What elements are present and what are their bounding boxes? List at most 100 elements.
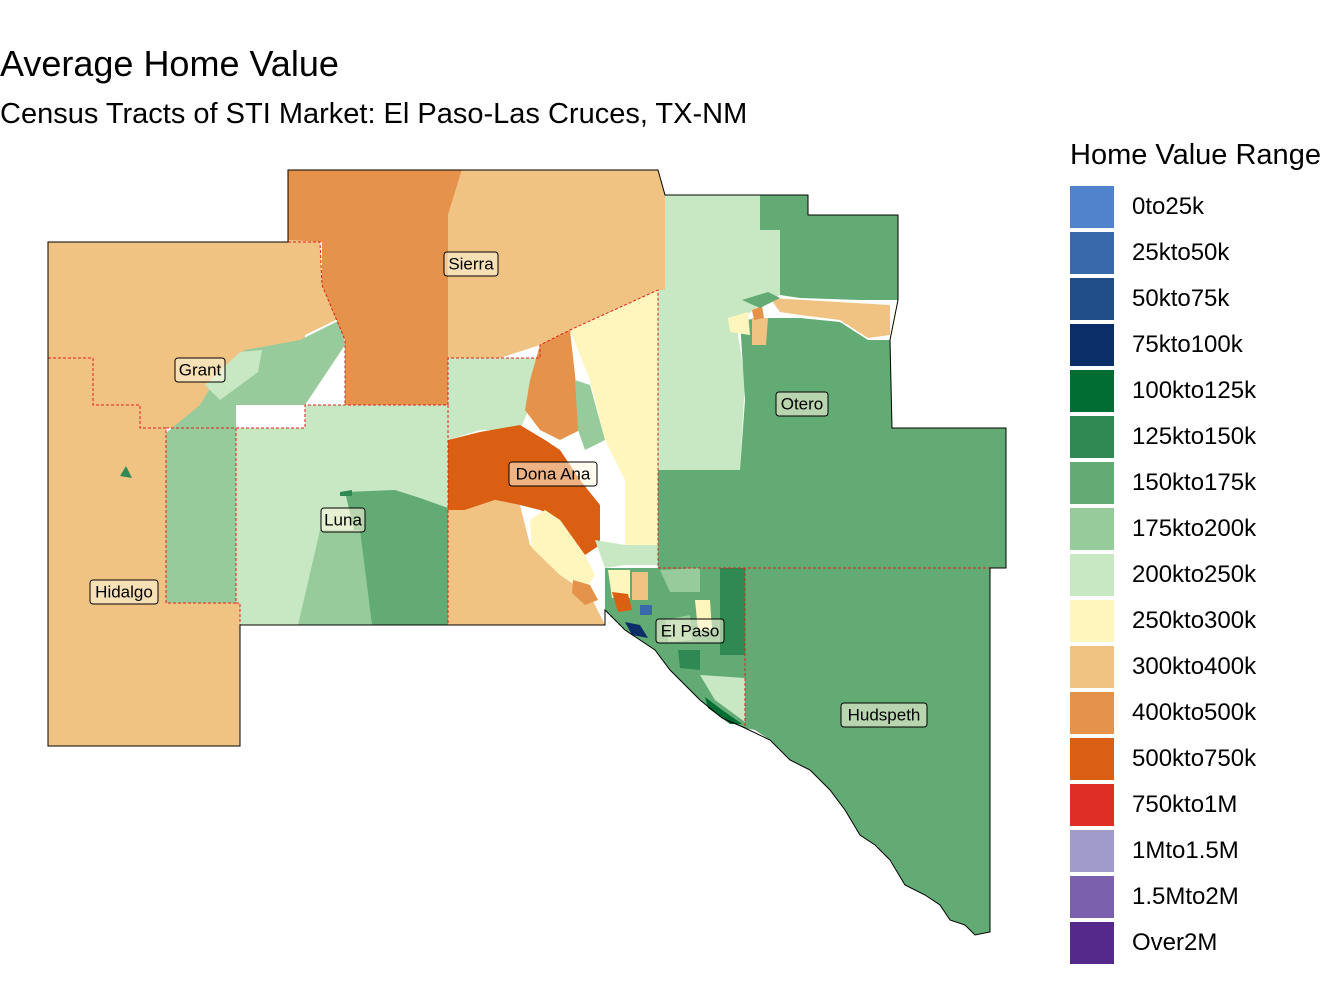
legend-item: 75kto100k bbox=[1070, 324, 1344, 370]
legend-title: Home Value Range bbox=[1070, 139, 1321, 171]
county-label-hudspeth: Hudspeth bbox=[840, 702, 928, 728]
map-title: Average Home Value bbox=[0, 43, 339, 84]
legend-item: 250kto300k bbox=[1070, 600, 1344, 646]
legend-swatch bbox=[1070, 324, 1114, 366]
legend-item: 1.5Mto2M bbox=[1070, 876, 1344, 922]
tract-otero-detail-4 bbox=[742, 292, 780, 308]
legend-label: 200kto250k bbox=[1132, 561, 1257, 588]
tract-sierra-west bbox=[288, 170, 462, 405]
legend-item: 400kto500k bbox=[1070, 692, 1344, 738]
legend-item: 500kto750k bbox=[1070, 738, 1344, 784]
legend-swatch bbox=[1070, 554, 1114, 596]
legend-label: 500kto750k bbox=[1132, 745, 1257, 772]
legend-swatch bbox=[1070, 876, 1114, 918]
tract-otero-detail-3 bbox=[752, 306, 764, 320]
legend-label: 100kto125k bbox=[1132, 377, 1257, 404]
legend-label: 400kto500k bbox=[1132, 699, 1257, 726]
county-label-hidalgo: Hidalgo bbox=[89, 579, 159, 605]
county-label-el-paso: El Paso bbox=[655, 618, 725, 644]
legend-label: 1Mto1.5M bbox=[1132, 837, 1239, 864]
tract-luna-enclave bbox=[340, 490, 352, 496]
market-outline bbox=[47, 169, 1007, 936]
tract-otero-detail-2 bbox=[752, 318, 768, 345]
tract-el-paso-dark bbox=[625, 622, 648, 638]
legend: Home Value Range 0to25k 25kto50k 50kto75k 7… bbox=[1070, 136, 1344, 964]
tract-hudspeth bbox=[745, 568, 990, 935]
tract-dona-ana-strip bbox=[570, 290, 658, 545]
legend-label: 0to25k bbox=[1132, 193, 1205, 220]
legend-swatch bbox=[1070, 508, 1114, 550]
legend-swatch bbox=[1070, 462, 1114, 504]
tract-luna-south bbox=[298, 530, 372, 625]
tract-el-paso-ne bbox=[660, 568, 700, 592]
tract-otero-nw bbox=[658, 195, 780, 470]
tract-dona-ana-main bbox=[448, 425, 600, 555]
tract-otero-main bbox=[658, 318, 1006, 568]
tract-dona-ana-south bbox=[448, 500, 605, 625]
legend-swatch bbox=[1070, 370, 1114, 412]
tract-dona-ana-yellow bbox=[530, 510, 595, 590]
svg-text:El Paso: El Paso bbox=[661, 622, 720, 641]
legend-swatch bbox=[1070, 186, 1114, 228]
legend-label: 250kto300k bbox=[1132, 607, 1257, 634]
legend-label: 150kto175k bbox=[1132, 469, 1257, 496]
legend-label: 1.5Mto2M bbox=[1132, 883, 1239, 910]
legend-item: Over2M bbox=[1070, 922, 1344, 968]
svg-text:Otero: Otero bbox=[781, 395, 824, 414]
tract-el-paso-yellow bbox=[608, 570, 630, 598]
svg-text:Luna: Luna bbox=[324, 511, 362, 530]
legend-label: 50kto75k bbox=[1132, 285, 1230, 312]
county-label-grant: Grant bbox=[174, 357, 226, 383]
svg-text:Hudspeth: Hudspeth bbox=[848, 706, 921, 725]
legend-item: 50kto75k bbox=[1070, 278, 1344, 324]
tract-el-paso-blue bbox=[640, 605, 652, 615]
svg-text:Dona Ana: Dona Ana bbox=[516, 465, 591, 484]
choropleth-map: Hidalgo Grant Sierra Luna Dona Ana Otero… bbox=[47, 169, 1007, 936]
county-label-otero: Otero bbox=[775, 391, 829, 417]
tract-el-paso-darkgreen2 bbox=[678, 650, 700, 670]
legend-item: 0to25k bbox=[1070, 186, 1344, 232]
legend-swatch bbox=[1070, 784, 1114, 826]
legend-swatch bbox=[1070, 232, 1114, 274]
tract-otero-strip bbox=[770, 298, 890, 338]
tract-grant-tongue bbox=[205, 350, 262, 400]
tract-otero-ne bbox=[760, 195, 898, 300]
tract-hidalgo bbox=[48, 242, 240, 746]
legend-swatch bbox=[1070, 692, 1114, 734]
legend-label: 175kto200k bbox=[1132, 515, 1257, 542]
legend-swatch bbox=[1070, 922, 1114, 964]
tract-el-paso-peach bbox=[632, 572, 648, 600]
legend-label: 750kto1M bbox=[1132, 791, 1238, 818]
tract-el-paso-south bbox=[700, 675, 745, 722]
tract-el-paso-east bbox=[720, 568, 745, 655]
tract-dona-ana-green bbox=[575, 380, 605, 450]
legend-swatch bbox=[1070, 738, 1114, 780]
legend-label: 75kto100k bbox=[1132, 331, 1243, 358]
svg-text:Grant: Grant bbox=[179, 361, 222, 380]
legend-item: 175kto200k bbox=[1070, 508, 1344, 554]
svg-text:Hidalgo: Hidalgo bbox=[95, 583, 153, 602]
legend-item: 300kto400k bbox=[1070, 646, 1344, 692]
legend-swatch bbox=[1070, 830, 1114, 872]
legend-item: 125kto150k bbox=[1070, 416, 1344, 462]
legend-item: 1Mto1.5M bbox=[1070, 830, 1344, 876]
legend-label: Over2M bbox=[1132, 929, 1218, 956]
tract-hidalgo-enclave bbox=[120, 466, 132, 478]
legend-label: 125kto150k bbox=[1132, 423, 1257, 450]
legend-item: 25kto50k bbox=[1070, 232, 1344, 278]
legend-item: 750kto1M bbox=[1070, 784, 1344, 830]
tract-dona-ana-north bbox=[448, 358, 540, 440]
tract-dona-ana-mid bbox=[595, 540, 658, 568]
legend-label: 300kto400k bbox=[1132, 653, 1257, 680]
county-boundaries bbox=[48, 241, 990, 728]
legend-swatch bbox=[1070, 646, 1114, 688]
legend-swatch bbox=[1070, 600, 1114, 642]
legend-item: 100kto125k bbox=[1070, 370, 1344, 416]
tract-otero-detail-1 bbox=[728, 312, 750, 335]
legend-item: 200kto250k bbox=[1070, 554, 1344, 600]
tract-luna-east bbox=[345, 490, 448, 625]
tract-el-paso-orange bbox=[612, 592, 632, 612]
legend-swatch bbox=[1070, 416, 1114, 458]
map-subtitle: Census Tracts of STI Market: El Paso-Las… bbox=[0, 98, 748, 130]
legend-label: 25kto50k bbox=[1132, 239, 1230, 266]
